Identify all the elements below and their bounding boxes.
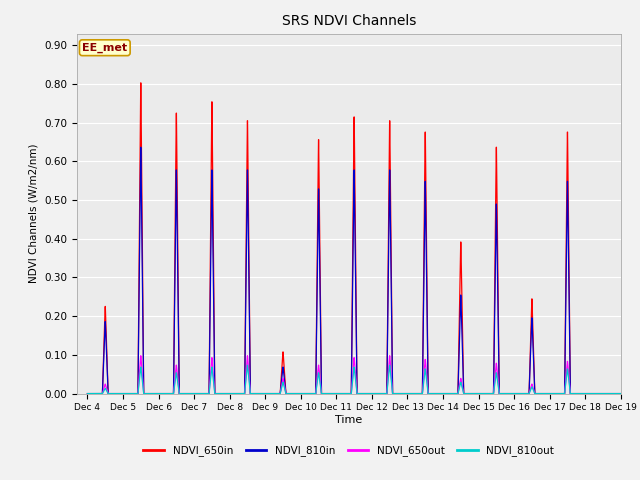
NDVI_810in xyxy=(84,391,92,396)
NDVI_650in xyxy=(137,80,145,86)
Line: NDVI_810out: NDVI_810out xyxy=(88,365,621,394)
NDVI_810in xyxy=(417,391,425,396)
NDVI_810out xyxy=(589,391,596,396)
Legend: NDVI_650in, NDVI_810in, NDVI_650out, NDVI_810out: NDVI_650in, NDVI_810in, NDVI_650out, NDV… xyxy=(140,441,558,460)
NDVI_650out xyxy=(84,391,92,396)
NDVI_810in xyxy=(565,296,573,302)
NDVI_810out xyxy=(417,391,425,396)
NDVI_810out xyxy=(568,391,575,396)
NDVI_650in xyxy=(568,391,575,396)
NDVI_650in xyxy=(84,391,92,396)
NDVI_650in xyxy=(589,391,596,396)
NDVI_650out xyxy=(568,391,575,396)
NDVI_810in xyxy=(617,391,625,396)
NDVI_810in xyxy=(568,391,575,396)
NDVI_650in xyxy=(288,391,296,396)
NDVI_650out xyxy=(617,391,625,396)
X-axis label: Time: Time xyxy=(335,415,362,425)
NDVI_650in xyxy=(617,391,625,396)
NDVI_810out xyxy=(386,362,394,368)
Line: NDVI_810in: NDVI_810in xyxy=(88,147,621,394)
NDVI_810out xyxy=(147,391,155,396)
NDVI_650out xyxy=(288,391,296,396)
NDVI_650out xyxy=(565,376,573,382)
NDVI_810in xyxy=(589,391,596,396)
NDVI_810in xyxy=(148,391,156,396)
Y-axis label: NDVI Channels (W/m2/nm): NDVI Channels (W/m2/nm) xyxy=(29,144,38,283)
NDVI_650out xyxy=(386,353,394,359)
NDVI_810out xyxy=(84,391,92,396)
NDVI_650in xyxy=(417,391,425,396)
Text: EE_met: EE_met xyxy=(82,43,127,53)
NDVI_650in xyxy=(148,391,156,396)
NDVI_650out xyxy=(147,391,155,396)
Line: NDVI_650out: NDVI_650out xyxy=(88,356,621,394)
NDVI_650in xyxy=(565,275,573,280)
NDVI_650out xyxy=(417,391,425,396)
NDVI_810in xyxy=(137,144,145,150)
NDVI_650out xyxy=(589,391,596,396)
NDVI_810out xyxy=(617,391,625,396)
Title: SRS NDVI Channels: SRS NDVI Channels xyxy=(282,14,416,28)
NDVI_810in xyxy=(288,391,296,396)
Line: NDVI_650in: NDVI_650in xyxy=(88,83,621,394)
NDVI_810out xyxy=(565,380,573,385)
NDVI_810out xyxy=(288,391,296,396)
